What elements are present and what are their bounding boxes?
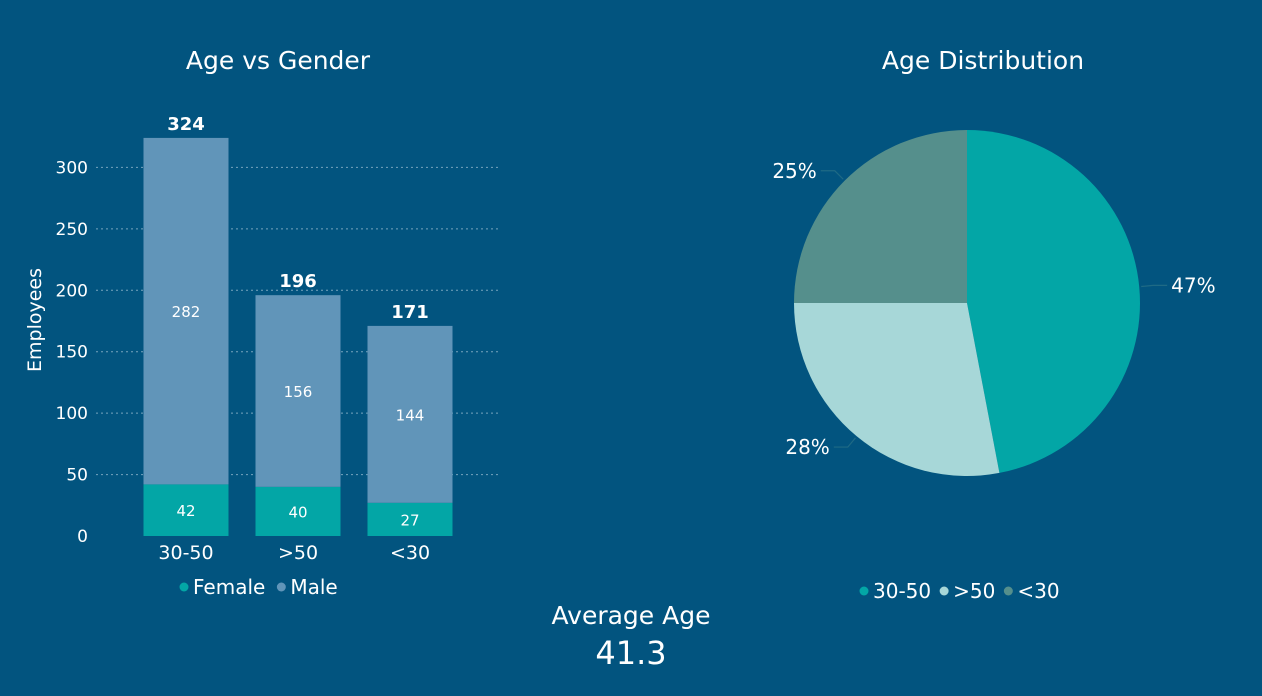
pie-chart-title: Age Distribution: [882, 46, 1084, 75]
pie-chart: Age Distribution 47% 28% 25% 30-50 >50 <30: [772, 46, 1215, 603]
y-tick-label: 50: [66, 466, 88, 486]
pie-slice: [794, 130, 967, 303]
kpi-value: 41.3: [595, 634, 666, 672]
y-tick-label: 300: [56, 158, 88, 178]
pie-slice: [967, 130, 1140, 473]
bar-segment-male: [143, 137, 229, 485]
pie-legend: 30-50 >50 <30: [859, 579, 1060, 603]
legend-marker: [276, 582, 286, 592]
legend-label: 30-50: [873, 579, 931, 603]
x-tick-label: 30-50: [158, 542, 213, 564]
legend-label: Female: [193, 575, 265, 599]
pie-leader-line: [1141, 284, 1168, 288]
y-tick-labels: 0 50 100 150 200 250 300: [56, 158, 88, 547]
legend-marker: [1003, 586, 1013, 596]
legend-marker: [859, 586, 869, 596]
legend-label: Male: [290, 575, 337, 599]
y-axis-label: Employees: [24, 268, 46, 372]
y-tick-label: 250: [56, 220, 88, 240]
legend-label: >50: [953, 579, 995, 603]
bar-segment-female: [143, 484, 229, 536]
pie-percent-label: 25%: [772, 159, 816, 183]
pie-percent-label: 28%: [785, 435, 829, 459]
bar-total-label: 324: [167, 114, 205, 135]
bar-data-label: 40: [288, 503, 307, 521]
bar-data-label: 42: [176, 502, 195, 520]
pie-slice-labels: 47% 28% 25%: [772, 159, 1215, 459]
pie-leader-line: [833, 437, 856, 448]
legend-marker: [179, 582, 189, 592]
bar-data-label: 27: [400, 511, 419, 529]
legend-label: <30: [1017, 579, 1059, 603]
bar-segment-female: [367, 502, 453, 536]
bar-series: 42 282 324 40 156 196 27 144 171: [143, 114, 453, 536]
bar-data-label: 156: [284, 383, 313, 401]
bar-data-label: 282: [172, 303, 201, 321]
bar-total-label: 171: [391, 302, 429, 323]
bar-data-label: 144: [396, 406, 425, 424]
y-tick-label: 0: [77, 527, 88, 547]
bar-segment-male: [255, 295, 341, 487]
bar-total-label: 196: [279, 271, 317, 292]
pie-percent-label: 47%: [1171, 273, 1215, 297]
pie-slices: [793, 130, 1140, 476]
legend-marker: [939, 586, 949, 596]
average-age-kpi: Average Age 41.3: [552, 601, 711, 672]
kpi-label: Average Age: [552, 601, 711, 630]
x-tick-label: >50: [278, 542, 318, 564]
x-tick-label: <30: [390, 542, 430, 564]
y-tick-label: 200: [56, 281, 88, 301]
bar-chart-title: Age vs Gender: [186, 46, 371, 75]
bar-chart: Age vs Gender Employees 0 50 100 150 200 250 3…: [24, 46, 500, 599]
pie-leader-line: [820, 170, 844, 180]
bar-legend: Female Male: [179, 575, 338, 599]
bar-segment-female: [255, 486, 341, 536]
pie-slice: [793, 303, 1000, 476]
x-tick-labels: 30-50 >50 <30: [158, 542, 430, 564]
y-tick-label: 100: [56, 404, 88, 424]
bar-segment-male: [367, 325, 453, 503]
y-tick-label: 150: [56, 343, 88, 363]
